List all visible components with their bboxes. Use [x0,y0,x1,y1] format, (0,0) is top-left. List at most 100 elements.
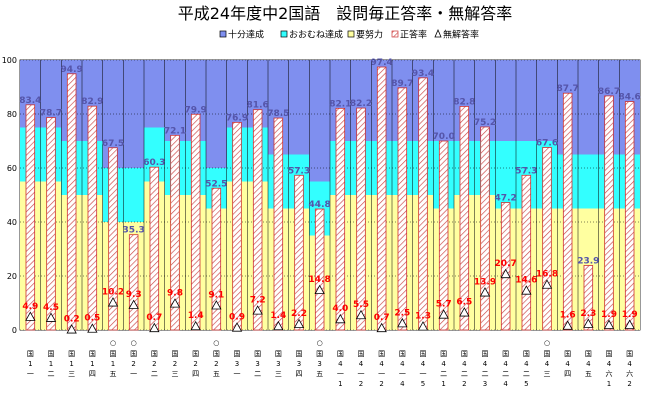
band-sufficient [495,60,516,141]
no-answer-marker [107,297,119,307]
correct-rate-label: 82.2 [350,99,372,109]
band-sufficient [164,60,186,141]
x-tick-label: 国 [399,350,406,358]
correct-rate-bar [190,113,201,331]
x-tick-label: 二 [482,370,489,378]
x-tick-label: 国 [440,350,447,358]
x-tick-label: 1 [441,380,445,388]
legend-label: 無解答率 [443,29,479,41]
x-tick-label: 2 [627,380,631,388]
no-answer-marker [45,312,57,322]
legend-triangle-icon [434,28,442,38]
no-answer-marker [87,323,98,333]
no-answer-marker [25,311,36,321]
x-tick-label: 二 [502,370,509,378]
no-answer-label: 0.5 [84,314,100,324]
x-tick-label: 2 [173,360,177,368]
x-tick-label: 二 [48,370,55,378]
x-tick-label: 3 [297,360,301,368]
x-tick-label: 1 [49,360,53,368]
x-tick-mark: ○ [131,339,137,347]
no-answer-label: 10.2 [102,287,124,297]
x-tick-label: 二 [440,370,447,378]
correct-rate-bar [521,174,532,331]
no-answer-marker [169,298,181,308]
x-tick-label: 国 [482,350,489,358]
x-tick-label: 二 [523,370,530,378]
x-tick-label: 2 [193,360,197,368]
no-answer-label: 0.9 [229,313,245,323]
band-sufficient [226,60,248,128]
correct-rate-label: 57.3 [288,166,310,176]
correct-rate-label: 86.7 [598,87,620,97]
x-tick-label: 三 [172,370,179,378]
no-answer-label: 14.8 [309,275,331,285]
no-answer-label: 2.2 [291,309,307,319]
correct-rate-label: 87.7 [557,84,579,94]
correct-rate-label: 81.6 [247,101,269,111]
correct-rate-bar [500,202,511,331]
no-answer-label: 5.7 [436,300,452,310]
x-tick-label: 国 [626,350,633,358]
no-answer-label: 1.9 [622,310,638,320]
no-answer-marker [541,279,553,289]
x-tick-label: 2 [359,380,363,388]
no-answer-marker [500,268,511,279]
correct-rate-label: 35.3 [123,226,145,236]
correct-rate-label: 79.9 [185,105,207,115]
x-tick-label: 国 [502,350,509,358]
legend-label: 十分達成 [228,29,264,41]
x-tick-label: 三 [544,370,551,378]
no-answer-marker [397,317,408,328]
no-answer-marker [231,322,243,332]
x-tick-label: 2 [152,360,156,368]
band-generally [578,154,599,209]
x-tick-label: 2 [131,360,135,368]
legend: 十分達成 おおむね達成 要努力 正答率 無解答率 [219,28,479,41]
x-tick-label: 2 [462,380,466,388]
legend-swatch [280,30,288,38]
correct-rate-label: 84.6 [619,93,641,103]
band-sufficient [536,60,558,141]
no-answer-label: 1.9 [601,310,617,320]
x-tick-label: 国 [544,350,551,358]
x-tick-label: 一 [234,370,241,378]
x-tick-label: 国 [234,350,241,358]
no-answer-marker [355,309,367,320]
no-answer-marker [273,320,284,331]
x-tick-label: 四 [192,370,199,378]
correct-rate-bar [356,107,366,331]
x-tick-label: 4 [400,380,405,388]
x-tick-label: 4 [483,360,488,368]
no-answer-marker [521,285,532,295]
correct-rate-bar [459,106,470,331]
band-generally [123,168,144,222]
y-tick-label: 80 [7,110,17,119]
x-tick-label: 4 [421,360,426,368]
x-tick-label: 国 [27,350,34,358]
correct-rate-bar [66,73,77,331]
x-tick-label: 国 [606,350,613,358]
correct-rate-bar [25,104,36,331]
x-tick-label: 国 [254,350,261,358]
band-sufficient [144,60,165,128]
correct-rate-label: 78.5 [267,109,289,119]
correct-rate-label: 23.9 [577,256,599,266]
legend-label: 正答率 [400,29,427,41]
no-answer-marker [252,305,263,315]
x-tick-label: 1 [607,380,611,388]
x-tick-label: 国 [172,350,179,358]
x-tick-label: 1 [28,360,32,368]
x-tick-label: 2 [214,360,218,368]
correct-rate-label: 67.5 [102,139,124,149]
correct-rate-label: 89.7 [391,79,413,89]
x-tick-label: 国 [420,350,427,358]
band-sufficient [20,60,41,128]
no-answer-marker [376,322,387,333]
no-answer-label: 13.9 [474,277,496,287]
correct-rate-label: 72.1 [164,126,186,136]
x-tick-label: 一 [130,370,137,378]
band-sufficient [185,60,206,141]
no-answer-marker [624,319,635,329]
x-tick-label: 四 [89,370,96,378]
